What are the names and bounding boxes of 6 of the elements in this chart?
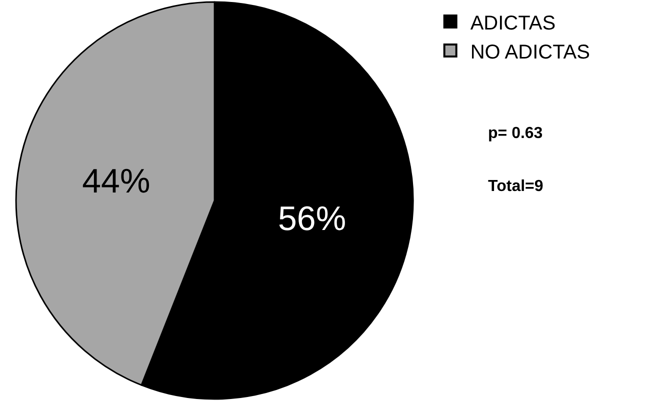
text: Total=9 xyxy=(488,178,544,195)
text: p= 0.63 xyxy=(488,125,543,142)
legend-label: ADICTAS xyxy=(470,12,556,34)
data-label: 56% xyxy=(278,200,346,238)
legend-label: NO ADICTAS xyxy=(470,41,590,64)
data-label: 44% xyxy=(82,162,150,201)
